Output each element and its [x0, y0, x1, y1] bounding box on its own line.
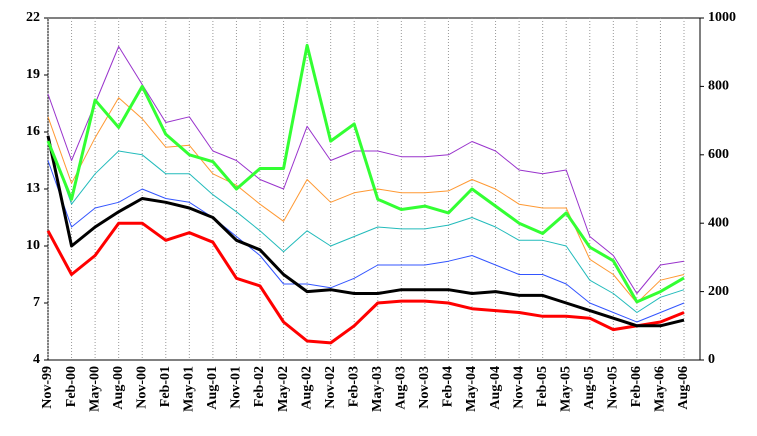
- x-tick-label: Feb-05: [535, 366, 550, 407]
- series-line: [47, 46, 685, 294]
- series-line: [47, 97, 685, 304]
- x-tick-label: Feb-04: [441, 366, 456, 407]
- series-line: [46, 135, 685, 328]
- x-tick-label: Aug-05: [582, 366, 597, 410]
- x-tick-label: Nov-05: [606, 366, 621, 409]
- x-tick-label: Nov-03: [417, 366, 432, 409]
- x-tick-label: May-06: [653, 366, 668, 412]
- y2-tick-label: 200: [708, 284, 729, 299]
- x-tick-label: Nov-99: [40, 366, 55, 409]
- series-line: [47, 160, 685, 323]
- y-tick-label: 16: [26, 124, 40, 139]
- x-tick-label: May-03: [370, 366, 385, 412]
- y2-tick-label: 1000: [708, 10, 736, 25]
- x-tick-label: May-00: [87, 366, 102, 412]
- series-line: [46, 43, 685, 304]
- x-tick-label: Feb-06: [629, 366, 644, 407]
- x-tick-label: Nov-00: [134, 366, 149, 409]
- x-tick-label: Nov-01: [229, 366, 244, 409]
- x-tick-label: Aug-06: [676, 366, 691, 410]
- y-tick-label: 7: [33, 295, 40, 310]
- x-tick-label: Feb-00: [64, 366, 79, 407]
- y2-tick-label: 400: [708, 215, 729, 230]
- y-tick-label: 10: [26, 238, 40, 253]
- x-tick-label: Aug-00: [111, 366, 126, 410]
- x-tick-label: Nov-02: [323, 366, 338, 409]
- x-tick-label: May-05: [558, 366, 573, 412]
- x-tick-label: May-02: [276, 366, 291, 412]
- x-tick-label: Aug-02: [299, 366, 314, 410]
- series-line: [46, 221, 685, 345]
- y2-tick-label: 0: [708, 352, 715, 367]
- x-tick-label: Aug-01: [205, 366, 220, 410]
- x-tick-label: Feb-01: [158, 366, 173, 407]
- x-tick-label: Feb-02: [252, 366, 267, 407]
- y-tick-label: 19: [26, 67, 40, 82]
- y-tick-label: 22: [26, 10, 40, 25]
- x-tick-label: Aug-03: [394, 366, 409, 410]
- series-line: [47, 137, 685, 313]
- y2-tick-label: 800: [708, 79, 729, 94]
- x-tick-label: Aug-04: [488, 366, 503, 410]
- y-tick-label: 13: [26, 181, 40, 196]
- y2-tick-label: 600: [708, 147, 729, 162]
- x-tick-label: May-01: [182, 366, 197, 412]
- x-tick-label: Nov-04: [511, 366, 526, 409]
- x-tick-label: Feb-03: [346, 366, 361, 407]
- y-tick-label: 4: [33, 352, 40, 367]
- x-tick-label: May-04: [464, 366, 479, 412]
